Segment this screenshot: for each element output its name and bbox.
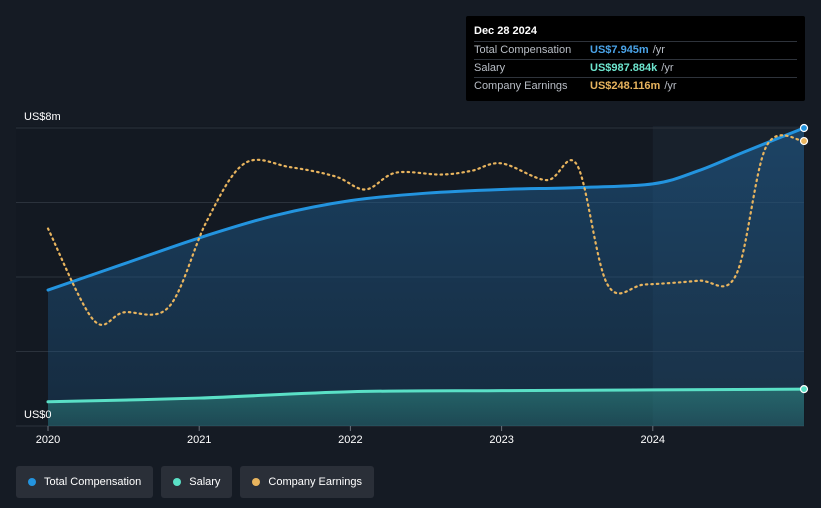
x-tick-label: 2022: [338, 434, 362, 446]
tooltip-value: US$987.884k: [590, 62, 658, 74]
total-compensation-line: [46, 126, 806, 292]
tooltip-row-total-compensation: Total Compensation US$7.945m /yr: [474, 41, 797, 59]
tooltip: Dec 28 2024 Total Compensation US$7.945m…: [466, 16, 805, 101]
tooltip-label: Total Compensation: [474, 44, 572, 56]
company-earnings-end-marker: [799, 136, 809, 146]
salary-area: [48, 389, 804, 426]
y-axis: US$0 US$8m: [24, 111, 61, 421]
tooltip-date: Dec 28 2024: [474, 25, 537, 37]
salary-end-marker: [799, 385, 809, 394]
end-markers: [799, 123, 809, 394]
x-tick-label: 2021: [187, 434, 211, 446]
tooltip-label: Salary: [474, 62, 506, 74]
legend: Total Compensation Salary Company Earnin…: [16, 466, 374, 498]
x-tick-label: 2023: [489, 434, 513, 446]
legend-dot-icon: [173, 478, 182, 486]
legend-item-salary[interactable]: Salary: [161, 466, 233, 498]
tooltip-value: US$248.116m: [590, 80, 661, 92]
x-tick-label: 2020: [36, 434, 60, 446]
legend-label: Salary: [189, 476, 221, 488]
x-tick-label: 2024: [641, 434, 665, 446]
y-tick-label: US$8m: [24, 111, 61, 123]
series-areas: [48, 128, 804, 426]
salary-line: [46, 387, 806, 404]
legend-item-company-earnings[interactable]: Company Earnings: [240, 466, 374, 498]
tooltip-row-company-earnings: Company Earnings US$248.116m /yr: [474, 77, 797, 95]
total-compensation-end-marker: [799, 123, 809, 133]
tooltip-unit: /yr: [664, 80, 677, 92]
series-lines: [46, 126, 806, 404]
tooltip-value: US$7.945m: [590, 44, 649, 56]
legend-item-total-compensation[interactable]: Total Compensation: [16, 466, 154, 498]
company-earnings-line: [46, 134, 806, 326]
y-tick-label: US$0: [24, 409, 52, 421]
tooltip-unit: /yr: [661, 62, 674, 74]
tooltip-unit: /yr: [652, 44, 665, 56]
legend-dot-icon: [252, 478, 261, 486]
total-compensation-area: [48, 128, 804, 426]
legend-label: Company Earnings: [268, 476, 362, 488]
x-axis: 2020 2021 2022 2023 2024: [36, 426, 665, 446]
legend-label: Total Compensation: [44, 476, 142, 488]
legend-dot-icon: [28, 478, 36, 486]
tooltip-row-salary: Salary US$987.884k /yr: [474, 59, 797, 77]
tooltip-label: Company Earnings: [474, 80, 568, 92]
